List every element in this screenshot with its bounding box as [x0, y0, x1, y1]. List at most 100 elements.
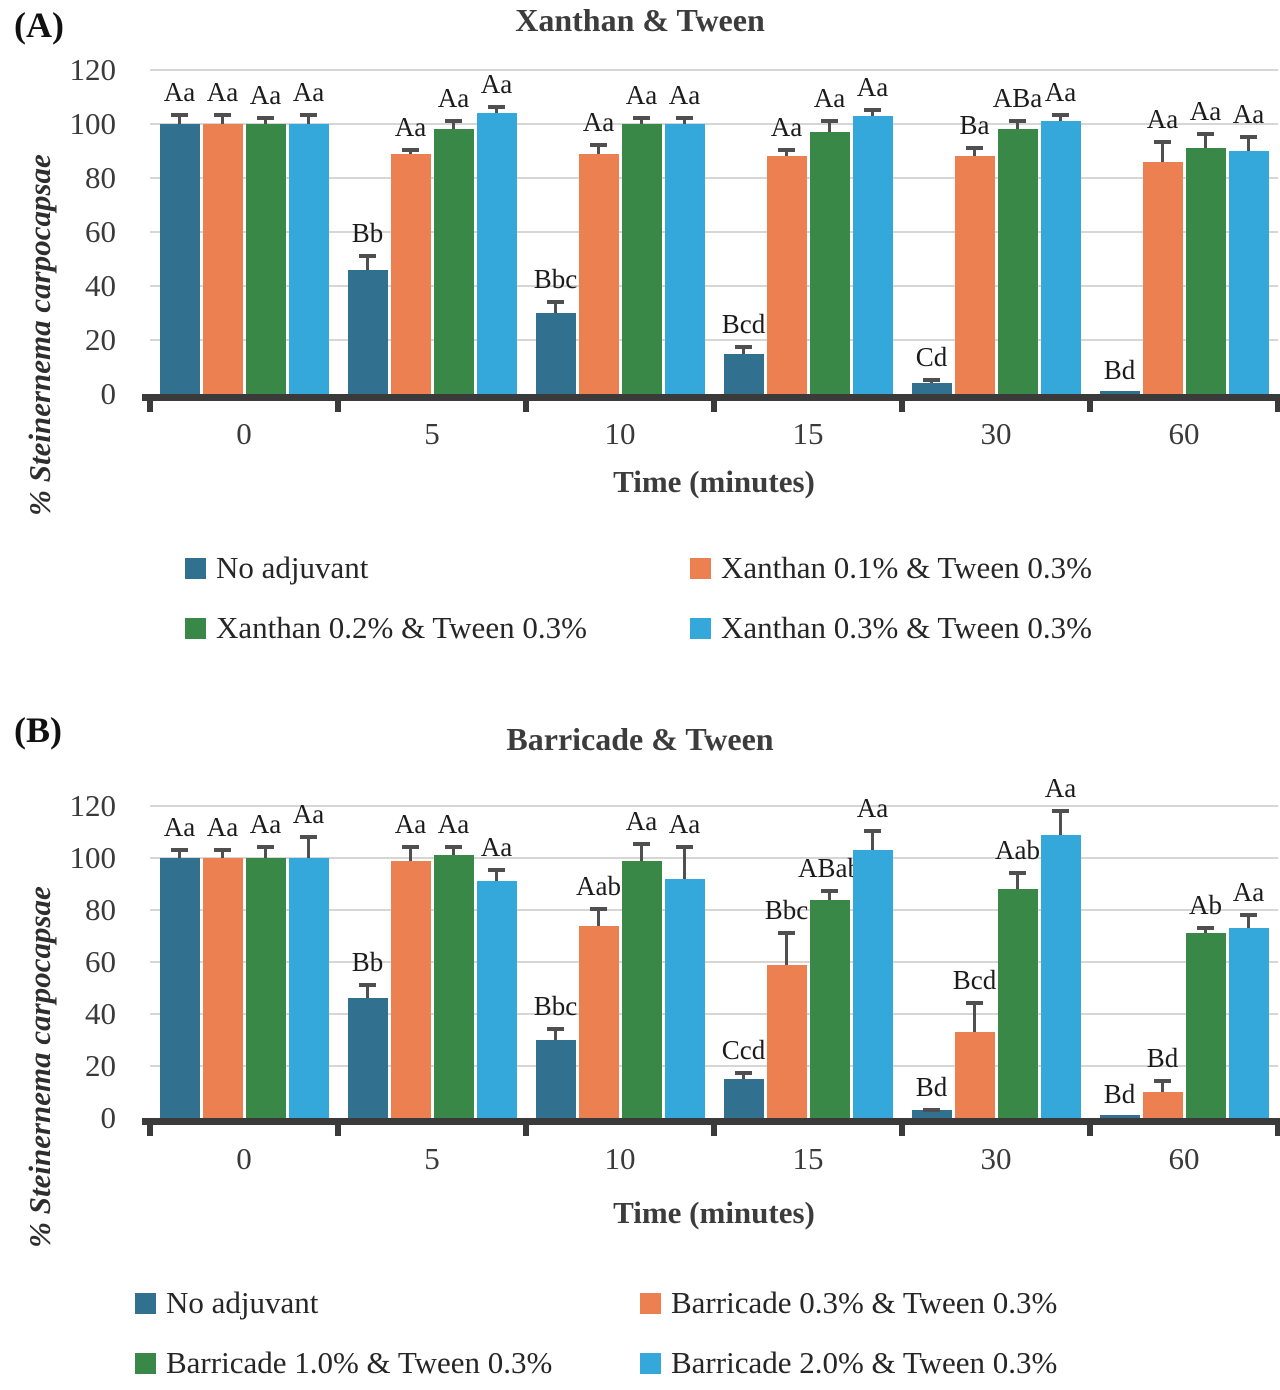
gridline	[150, 69, 1278, 71]
y-tick-label: 20	[85, 1048, 116, 1083]
legend-item: Xanthan 0.3% & Tween 0.3%	[690, 606, 1092, 650]
legend-swatch-icon	[690, 617, 711, 639]
y-axis-ticks: 120 100 80 60 40 20 0	[0, 0, 117, 695]
x-tick-label: 30	[980, 416, 1012, 451]
gridline	[150, 961, 1278, 963]
error-bar	[1059, 808, 1062, 835]
error-bar	[307, 834, 310, 858]
significance-label: Bbc	[764, 894, 809, 925]
gridline	[150, 1065, 1278, 1067]
significance-label: Aa	[1146, 104, 1179, 135]
error-bar-cap	[676, 115, 693, 120]
error-bar-cap	[1009, 118, 1026, 123]
error-bar	[264, 115, 267, 124]
bar	[621, 124, 662, 394]
y-tick-label: 80	[85, 892, 116, 927]
error-bar-cap	[171, 113, 188, 118]
x-tick-label: 15	[792, 416, 824, 451]
error-bar-cap	[923, 1107, 940, 1112]
significance-label: Aa	[394, 809, 427, 839]
error-bar-cap	[214, 113, 231, 118]
panel-b: (B) Barricade & Tween % Steinernema carp…	[0, 695, 1280, 1390]
x-axis-title: Time (minutes)	[613, 1195, 815, 1230]
bar	[578, 925, 619, 1118]
error-bar-cap	[171, 847, 188, 852]
bar	[621, 860, 662, 1118]
x-tick-label: 0	[236, 416, 252, 451]
significance-label: Aa	[206, 77, 239, 108]
bar	[433, 129, 474, 394]
error-bar	[221, 113, 224, 124]
legend-swatch-icon	[185, 617, 206, 639]
gridline	[150, 123, 1278, 125]
error-bar	[366, 253, 369, 270]
bar	[159, 858, 200, 1118]
x-axis-tick-mark	[711, 1118, 717, 1136]
significance-label: Aa	[582, 106, 615, 137]
significance-label: Aa	[1232, 876, 1265, 907]
x-axis-tick-mark	[1275, 1118, 1280, 1136]
bar	[954, 156, 995, 394]
bar	[723, 353, 764, 394]
x-axis-tick-mark	[147, 1118, 153, 1136]
significance-label: Ab	[1189, 889, 1222, 920]
significance-label: Aa	[394, 112, 427, 143]
significance-label: Ccd	[721, 1035, 766, 1066]
significance-label: Aa	[249, 79, 282, 110]
error-bar	[683, 845, 686, 879]
x-axis-ticks: 0 5 10 15 30 60	[150, 416, 1278, 462]
bar	[997, 889, 1038, 1118]
gridline	[150, 1013, 1278, 1015]
error-bar	[1247, 134, 1250, 151]
bar	[347, 269, 388, 394]
bar	[1099, 391, 1140, 394]
bar	[288, 124, 329, 394]
y-axis-ticks: 120 100 80 60 40 20 0	[0, 695, 117, 1390]
significance-label: Aa	[856, 71, 889, 102]
error-bar-cap	[1197, 132, 1214, 137]
gridline	[150, 909, 1278, 911]
y-tick-label: 120	[69, 788, 117, 823]
legend-item: No adjuvant	[185, 546, 690, 590]
gridline	[150, 857, 1278, 859]
error-bar	[409, 845, 412, 861]
error-bar	[366, 982, 369, 999]
significance-label: Aab	[576, 871, 621, 902]
significance-label: Aa	[668, 79, 701, 110]
error-bar-cap	[676, 845, 693, 849]
error-bar-cap	[402, 845, 419, 849]
significance-label: Aa	[1232, 98, 1265, 129]
error-bar	[178, 847, 181, 858]
x-tick-label: 10	[604, 416, 636, 451]
significance-label: Aa	[437, 809, 470, 839]
bar	[390, 860, 431, 1118]
legend-item: Xanthan 0.1% & Tween 0.3%	[690, 546, 1092, 590]
legend-swatch-icon	[690, 557, 711, 579]
x-axis-tick-mark	[1087, 394, 1093, 412]
x-axis-tick-mark	[147, 394, 153, 412]
bar	[766, 964, 807, 1118]
legend-label: Xanthan 0.2% & Tween 0.3%	[216, 610, 587, 645]
bar	[202, 858, 243, 1118]
bar	[433, 855, 474, 1118]
chart-title: Xanthan & Tween	[515, 2, 765, 38]
bar	[1185, 933, 1226, 1118]
legend-item: No adjuvant	[135, 1281, 640, 1325]
x-axis-tick-mark	[1275, 394, 1280, 412]
significance-label: Aa	[813, 82, 846, 113]
gridline	[150, 339, 1278, 341]
bar	[852, 115, 893, 394]
legend-item: Barricade 1.0% & Tween 0.3%	[135, 1341, 640, 1385]
error-bar-cap	[821, 889, 838, 894]
bar	[476, 881, 517, 1118]
legend-swatch-icon	[135, 1292, 156, 1314]
significance-label: Bcd	[952, 965, 997, 995]
error-bar	[785, 148, 788, 157]
gridline	[150, 231, 1278, 233]
legend: No adjuvant Barricade 0.3% & Tween 0.3% Ba…	[135, 1281, 1057, 1385]
panel-a: (A) Xanthan & Tween % Steinernema carpoc…	[0, 0, 1280, 695]
x-axis-tick-mark	[899, 1118, 905, 1136]
error-bar	[221, 847, 224, 858]
error-bar-cap	[1052, 808, 1069, 813]
error-bar-cap	[633, 115, 650, 120]
